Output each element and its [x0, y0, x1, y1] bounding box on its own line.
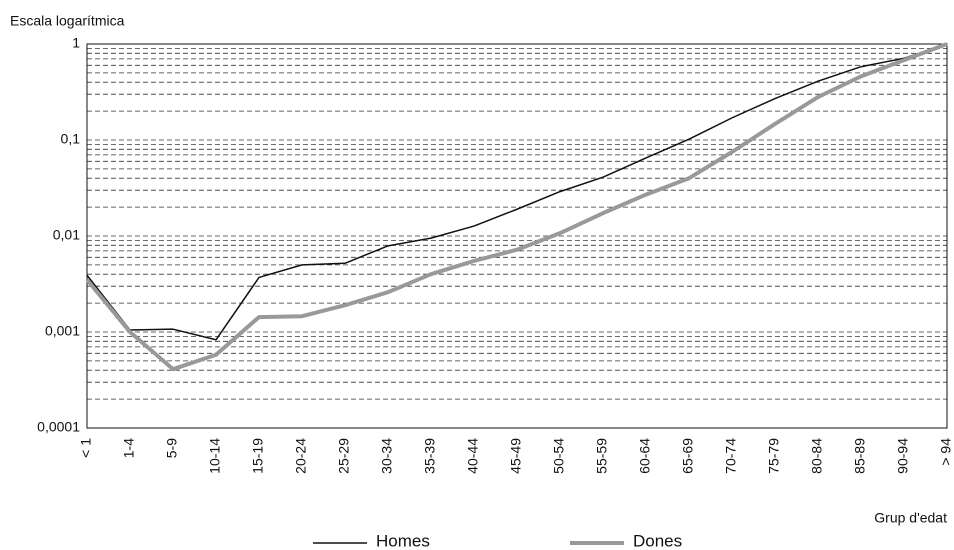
legend-label: Dones: [633, 531, 682, 550]
legend-label: Homes: [376, 531, 430, 550]
x-tick-label: > 94: [938, 438, 954, 466]
y-tick-label: 0,001: [45, 323, 80, 339]
x-tick-label: 20-24: [293, 438, 309, 474]
x-tick-label: 65-69: [680, 438, 696, 474]
x-title: Grup d'edat: [874, 510, 947, 526]
y-tick-label: 1: [72, 35, 80, 51]
plot-frame: [86, 43, 948, 429]
x-tick-label: < 1: [78, 438, 94, 458]
x-tick-label: 60-64: [637, 438, 653, 474]
y-tick-label: 0,01: [53, 227, 80, 243]
x-tick-label: 90-94: [895, 438, 911, 474]
x-tick-label: 5-9: [164, 438, 180, 458]
y-title: Escala logarítmica: [10, 13, 125, 29]
y-tick-label: 0,1: [61, 131, 81, 147]
x-tick-label: 30-34: [379, 438, 395, 474]
x-tick-label: 45-49: [508, 438, 524, 474]
x-tick-label: 10-14: [207, 438, 223, 474]
x-tick-label: 25-29: [336, 438, 352, 474]
x-tick-label: 55-59: [594, 438, 610, 474]
x-tick-label: 1-4: [121, 438, 137, 458]
x-tick-label: 75-79: [766, 438, 782, 474]
x-tick-label: 40-44: [465, 438, 481, 474]
x-tick-label: 80-84: [809, 438, 825, 474]
x-tick-label: 35-39: [422, 438, 438, 474]
x-tick-label: 50-54: [551, 438, 567, 474]
series-line: [85, 42, 948, 372]
y-tick-label: 0,0001: [37, 419, 80, 435]
x-tick-label: 15-19: [250, 438, 266, 474]
series-line: [86, 43, 948, 341]
x-tick-label: 85-89: [852, 438, 868, 474]
x-tick-label: 70-74: [723, 438, 739, 474]
